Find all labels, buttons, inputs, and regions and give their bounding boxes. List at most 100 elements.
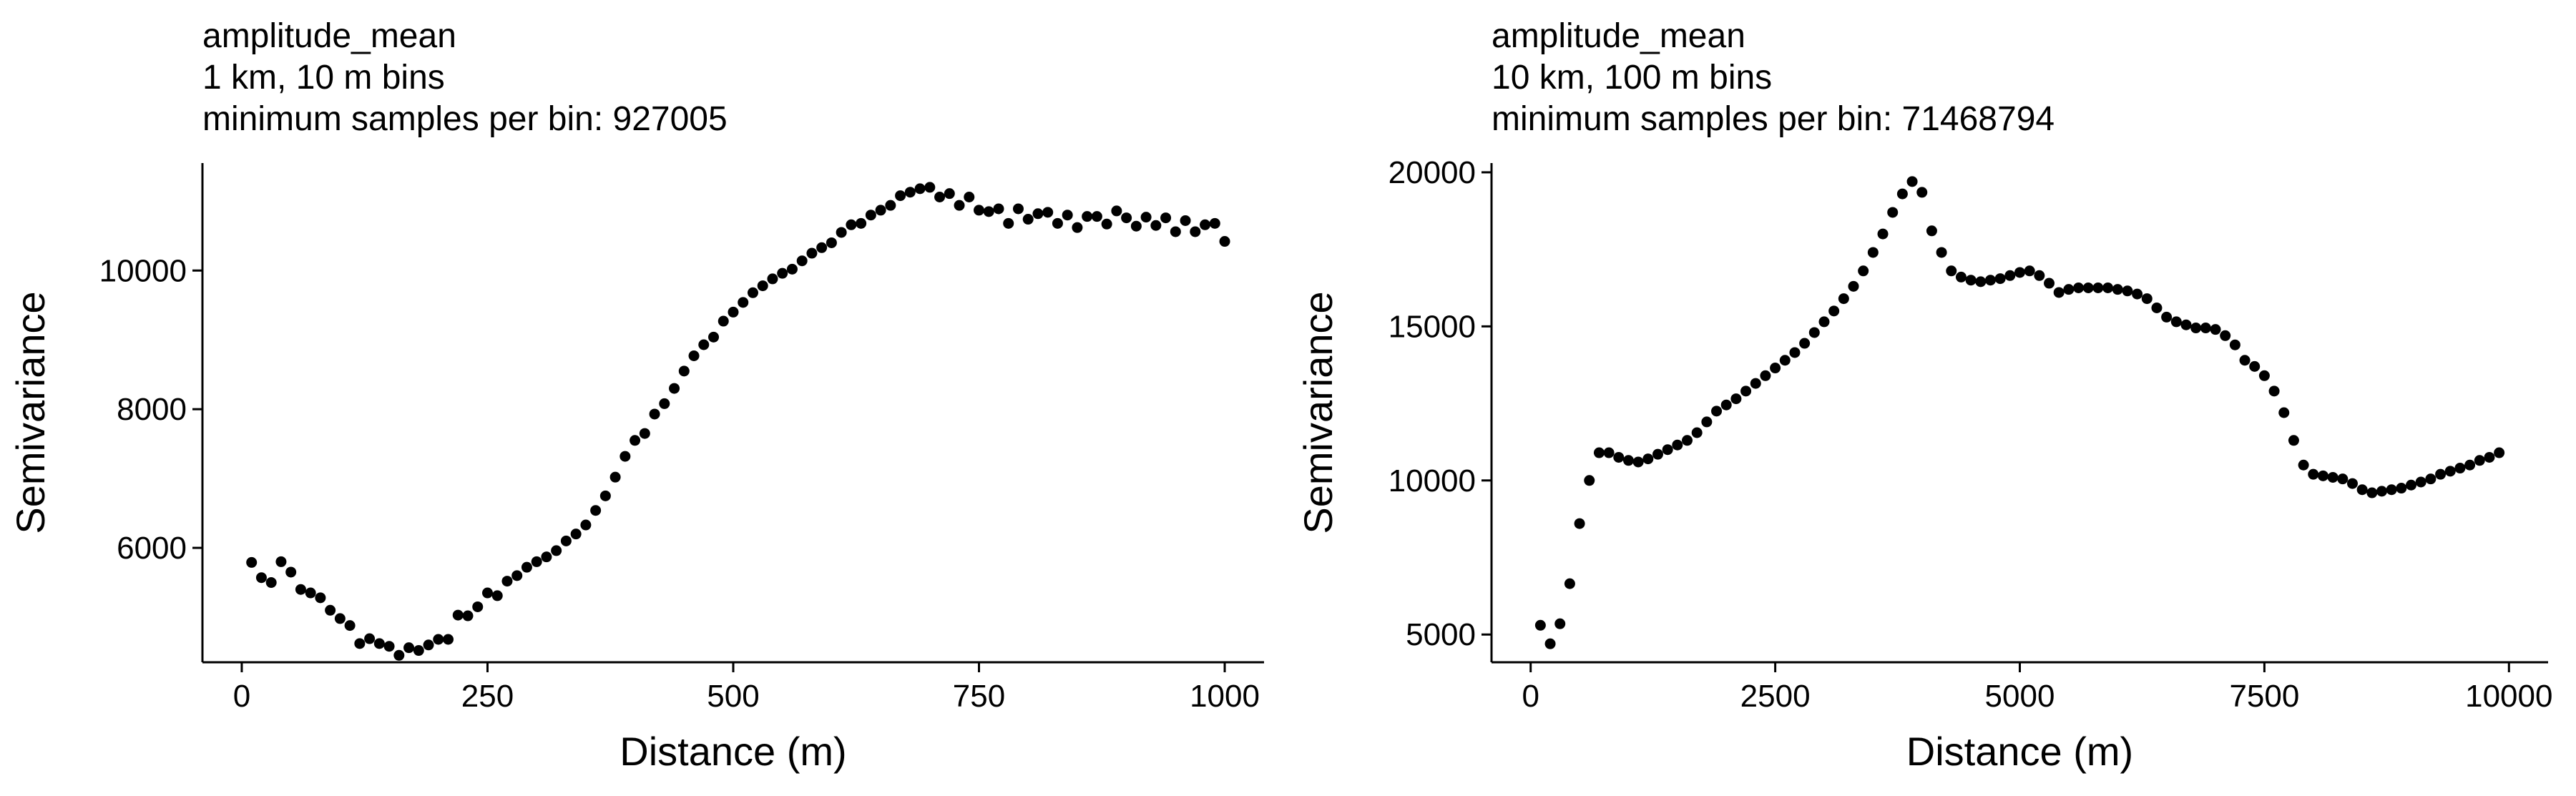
right-data-point: [2474, 455, 2485, 466]
right-data-point: [1916, 187, 1928, 198]
left-data-point: [826, 237, 837, 248]
right-data-point: [1808, 327, 1820, 338]
right-data-point: [1984, 275, 1996, 286]
left-chart-subtitle-1: 1 km, 10 m bins: [202, 59, 445, 97]
right-data-point: [1994, 273, 2006, 285]
left-chart-title: amplitude_mean: [202, 17, 456, 55]
left-data-point: [325, 604, 336, 616]
right-data-point: [1760, 370, 1771, 381]
left-chart-subtitle-2: minimum samples per bin: 927005: [202, 100, 728, 138]
right-data-point: [2308, 468, 2319, 480]
left-data-point: [295, 584, 306, 595]
right-data-point: [2396, 483, 2407, 494]
right-data-point: [2102, 282, 2114, 293]
left-data-point: [354, 638, 366, 649]
right-data-point: [2386, 484, 2397, 496]
right-data-point: [2220, 330, 2231, 341]
right-data-point: [2170, 316, 2182, 328]
left-data-point: [1140, 212, 1152, 223]
left-data-point: [1130, 220, 1142, 232]
left-data-point: [806, 247, 818, 259]
right-data-point: [2268, 385, 2280, 397]
right-data-point: [1574, 518, 1585, 529]
left-data-point: [983, 206, 994, 217]
right-data-point: [1965, 275, 1977, 286]
right-data-point: [2132, 288, 2143, 300]
left-data-point: [786, 263, 798, 275]
right-data-point: [2082, 282, 2094, 293]
right-data-point: [1720, 399, 1732, 411]
right-data-point: [1887, 207, 1899, 218]
left-scatter-plot: 0 250 500 750 1000 6000 8000 10000 Distance (m) S…: [8, 163, 1264, 774]
right-data-point: [1818, 316, 1830, 328]
right-data-point: [2366, 487, 2378, 498]
left-data-point: [590, 505, 602, 516]
right-data-point: [2484, 451, 2495, 463]
left-data-point: [521, 561, 532, 573]
left-data-point: [541, 551, 552, 563]
right-data-point: [1770, 363, 1781, 374]
right-data-point: [1701, 416, 1713, 428]
right-y-tick-label: 5000: [1406, 617, 1476, 652]
right-data-point: [1906, 176, 1918, 187]
left-data-point: [698, 339, 710, 350]
right-data-point: [2346, 478, 2358, 489]
right-data-point: [1877, 228, 1889, 240]
left-data-point: [974, 205, 985, 216]
right-data-point: [1926, 225, 1937, 237]
left-data-point: [836, 227, 847, 238]
left-data-point: [865, 210, 876, 221]
right-data-point: [2278, 407, 2290, 418]
left-data-point: [728, 306, 739, 318]
left-data-point: [1072, 222, 1083, 233]
left-x-tick-label: 0: [233, 679, 250, 714]
left-data-point: [373, 638, 385, 649]
right-data-point: [2151, 303, 2163, 314]
left-data-point: [688, 350, 700, 362]
right-data-point: [2444, 466, 2456, 477]
right-data-point: [1584, 475, 1595, 486]
right-data-point: [2406, 479, 2417, 491]
right-data-point: [2004, 270, 2016, 281]
left-data-point: [1042, 207, 1054, 218]
right-data-point: [2200, 323, 2211, 334]
right-data-point: [2180, 319, 2192, 330]
left-data-point: [344, 620, 356, 632]
right-scatter-plot: 0 2500 5000 7500 10000 5000 10000 15000 20000 Dis…: [1296, 155, 2552, 774]
right-data-point: [2337, 473, 2349, 485]
right-data-point: [2122, 285, 2133, 297]
left-data-point: [767, 273, 778, 285]
left-data-point: [914, 183, 926, 195]
right-data-point: [2112, 284, 2123, 295]
right-data-point: [2415, 476, 2426, 488]
left-data-point: [669, 383, 680, 394]
left-data-point: [649, 408, 660, 420]
left-data-point: [619, 451, 631, 462]
left-y-tick-label: 8000: [117, 392, 187, 427]
right-data-point: [1691, 427, 1703, 438]
left-data-point: [1200, 219, 1211, 230]
right-y-tick-label: 20000: [1389, 155, 1476, 190]
right-data-point: [1632, 456, 1644, 468]
right-y-tick-label: 10000: [1389, 463, 1476, 498]
left-data-point: [452, 609, 464, 621]
left-data-point: [816, 242, 828, 253]
left-data-point: [501, 576, 513, 587]
left-data-point: [885, 200, 896, 211]
left-data-point: [570, 529, 582, 540]
right-data-point: [1740, 385, 1752, 397]
left-data-point: [1062, 210, 1073, 221]
right-x-tick-label: 0: [1522, 679, 1539, 714]
left-data-point: [364, 633, 376, 644]
left-data-point: [315, 592, 326, 604]
left-data-point: [1101, 218, 1112, 230]
left-x-tick-label: 500: [707, 679, 759, 714]
left-data-point: [609, 471, 621, 483]
right-data-point: [2288, 435, 2299, 446]
right-data-point: [1936, 247, 1947, 258]
left-data-point: [639, 428, 650, 439]
left-data-point: [944, 188, 955, 200]
left-x-tick-label: 1000: [1190, 679, 1260, 714]
left-y-tick-label: 10000: [99, 253, 187, 288]
left-data-point: [481, 587, 493, 599]
